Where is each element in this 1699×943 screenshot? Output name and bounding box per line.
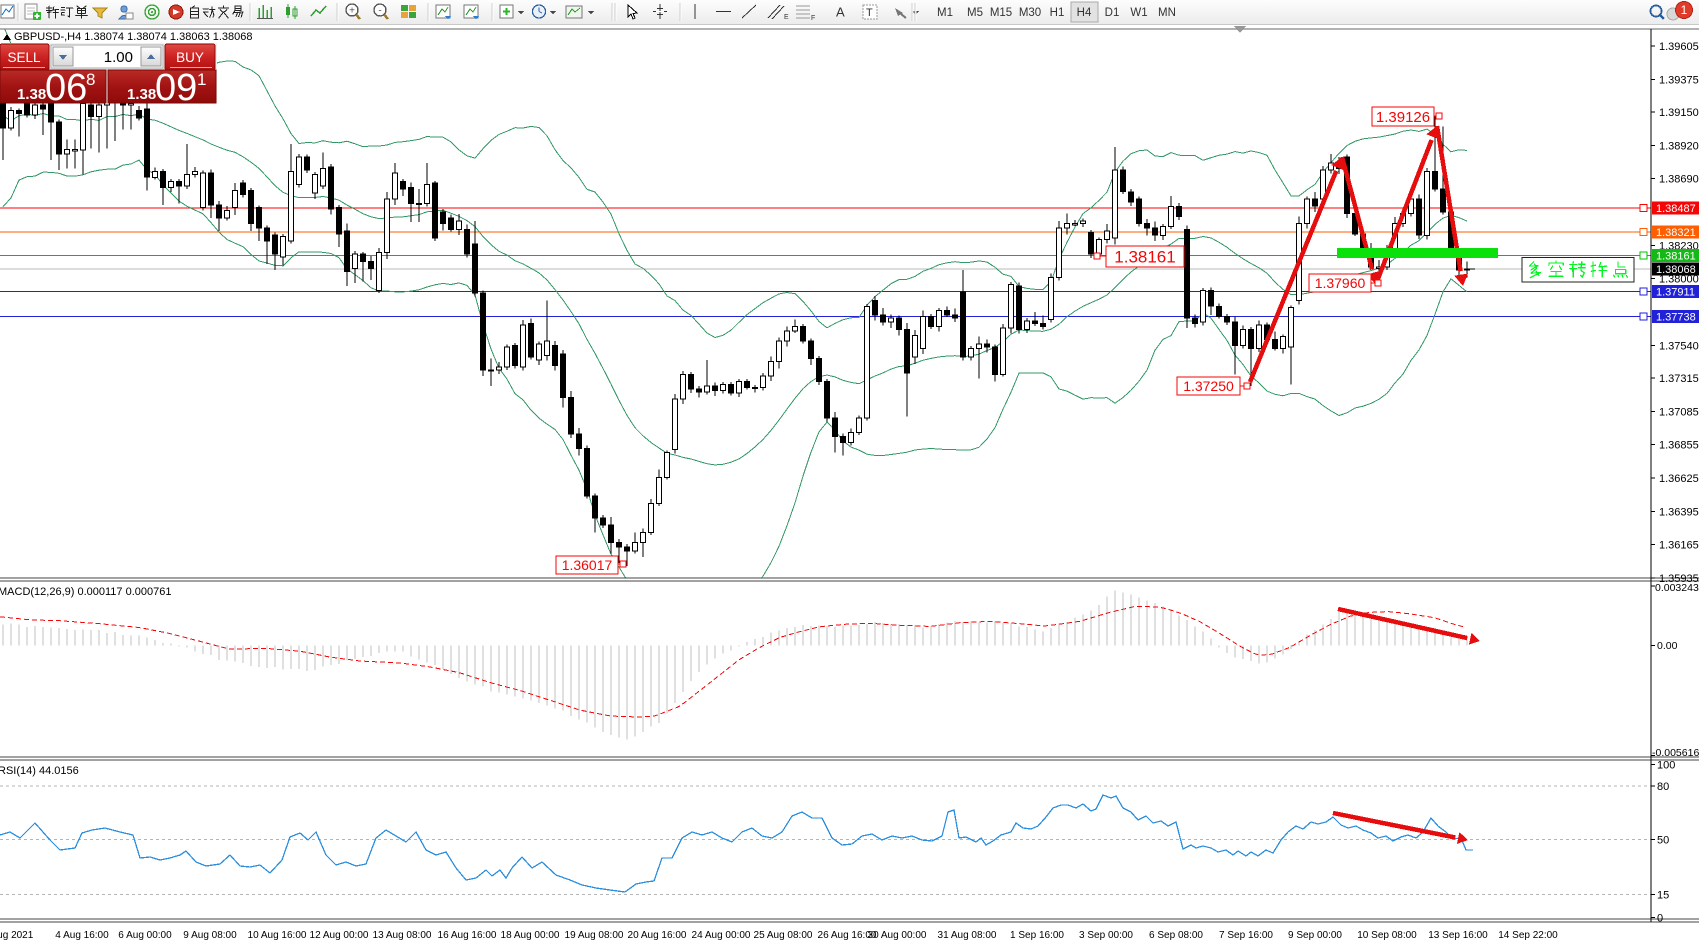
svg-text:1.37315: 1.37315 [1659,373,1699,385]
svg-text:GBPUSD-,H4 1.38074 1.38074 1.: GBPUSD-,H4 1.38074 1.38074 1.38063 1.380… [14,31,253,43]
svg-text:1.37085: 1.37085 [1659,406,1699,418]
svg-text:1.36017: 1.36017 [562,557,613,573]
svg-text:1.39126: 1.39126 [1376,109,1430,126]
svg-text:1 Sep 16:00: 1 Sep 16:00 [1010,930,1064,941]
svg-text:100: 100 [1657,760,1675,772]
svg-text:1.38: 1.38 [17,86,46,103]
svg-text:1.37250: 1.37250 [1183,378,1234,394]
svg-text:1.37911: 1.37911 [1656,287,1695,299]
svg-text:1.38000: 1.38000 [1659,274,1699,286]
svg-text:12 Aug 00:00: 12 Aug 00:00 [310,930,369,941]
svg-text:4 Aug 16:00: 4 Aug 16:00 [55,930,109,941]
svg-text:09: 09 [155,67,197,109]
svg-text:31 Aug 08:00: 31 Aug 08:00 [938,930,997,941]
svg-text:1.38161: 1.38161 [1656,250,1696,262]
svg-text:A: A [836,5,845,20]
svg-text:1.38321: 1.38321 [1656,227,1696,239]
svg-text:SELL: SELL [7,50,41,65]
svg-text:1: 1 [197,70,206,89]
svg-text:10 Sep 08:00: 10 Sep 08:00 [1357,930,1417,941]
svg-text:1.38: 1.38 [127,86,156,103]
svg-text:16 Aug 16:00: 16 Aug 16:00 [438,930,497,941]
svg-text:1.38690: 1.38690 [1659,174,1699,186]
svg-text:13 Aug 08:00: 13 Aug 08:00 [373,930,432,941]
svg-text:MN: MN [1158,7,1176,19]
svg-text:0.003243: 0.003243 [1655,582,1699,594]
svg-text:24 Aug 00:00: 24 Aug 00:00 [692,930,751,941]
svg-text:H1: H1 [1050,7,1065,19]
svg-text:30 Aug 00:00: 30 Aug 00:00 [868,930,927,941]
svg-text:0: 0 [1657,913,1663,925]
svg-text:1.36855: 1.36855 [1659,440,1699,452]
svg-text:15: 15 [1657,890,1669,902]
svg-text:06: 06 [45,67,87,109]
svg-text:1.36395: 1.36395 [1659,506,1699,518]
svg-text:H4: H4 [1077,7,1092,19]
svg-text:1.38920: 1.38920 [1659,140,1699,152]
svg-text:1.37540: 1.37540 [1659,340,1699,352]
svg-text:1.39605: 1.39605 [1659,41,1699,53]
svg-text:E: E [784,14,789,21]
svg-text:1.38161: 1.38161 [1114,248,1175,267]
svg-text:10 Aug 16:00: 10 Aug 16:00 [248,930,307,941]
svg-text:1.00: 1.00 [104,49,133,66]
svg-text:T: T [866,7,873,19]
svg-text:9 Aug 08:00: 9 Aug 08:00 [183,930,237,941]
svg-text:14 Sep 22:00: 14 Sep 22:00 [1498,930,1558,941]
svg-text:6 Aug 00:00: 6 Aug 00:00 [118,930,172,941]
svg-text:7 Sep 16:00: 7 Sep 16:00 [1219,930,1273,941]
svg-text:1.37960: 1.37960 [1315,275,1366,291]
svg-text:19 Aug 08:00: 19 Aug 08:00 [565,930,624,941]
svg-text:MACD(12,26,9) 0.000117 0.00076: MACD(12,26,9) 0.000117 0.000761 [0,586,171,598]
svg-text:-: - [378,6,381,17]
svg-text:1.38068: 1.38068 [1656,264,1696,276]
svg-text:25 Aug 08:00: 25 Aug 08:00 [754,930,813,941]
svg-text:80: 80 [1657,781,1669,793]
svg-text:50: 50 [1657,835,1669,847]
svg-text:8: 8 [86,70,95,89]
svg-text:D1: D1 [1105,7,1120,19]
svg-text:M1: M1 [937,7,953,19]
svg-text:1.36625: 1.36625 [1659,473,1699,485]
svg-text:RSI(14) 44.0156: RSI(14) 44.0156 [0,765,79,777]
svg-text:W1: W1 [1130,7,1147,19]
svg-text:M30: M30 [1019,7,1041,19]
svg-text:1.37738: 1.37738 [1656,312,1696,324]
svg-text:M5: M5 [967,7,983,19]
svg-text:1.38487: 1.38487 [1656,203,1696,215]
svg-text:9 Sep 00:00: 9 Sep 00:00 [1288,930,1342,941]
svg-text:F: F [811,15,815,22]
svg-text:1.35935: 1.35935 [1659,573,1699,585]
svg-text:3 Sep 00:00: 3 Sep 00:00 [1079,930,1133,941]
svg-text:6 Sep 08:00: 6 Sep 08:00 [1149,930,1203,941]
svg-text:1: 1 [1681,3,1688,17]
svg-text:26 Aug 16:00: 26 Aug 16:00 [818,930,877,941]
svg-text:0.00: 0.00 [1657,640,1678,652]
svg-text:+: + [349,6,355,17]
svg-text:1.36165: 1.36165 [1659,540,1699,552]
svg-text:BUY: BUY [176,50,204,65]
svg-text:-0.005616: -0.005616 [1652,747,1699,759]
svg-text:20 Aug 16:00: 20 Aug 16:00 [628,930,687,941]
svg-text:13 Sep 16:00: 13 Sep 16:00 [1428,930,1488,941]
svg-text:1.39150: 1.39150 [1659,107,1699,119]
svg-text:M15: M15 [990,7,1012,19]
svg-text:1.39375: 1.39375 [1659,74,1699,86]
svg-text:18 Aug 00:00: 18 Aug 00:00 [501,930,560,941]
svg-text:2 Aug 2021: 2 Aug 2021 [0,930,34,941]
